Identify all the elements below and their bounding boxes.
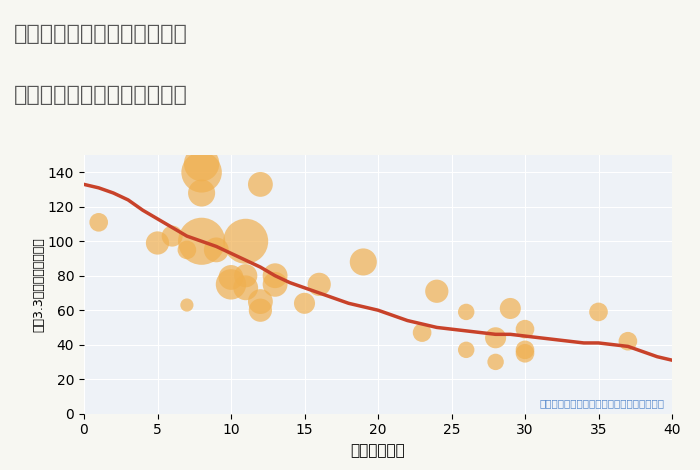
Point [93, 219, 104, 226]
Text: 築年数別中古マンション価格: 築年数別中古マンション価格 [14, 85, 188, 105]
Point [240, 284, 251, 291]
Point [270, 272, 281, 280]
Point [255, 298, 266, 306]
Point [270, 281, 281, 288]
Point [314, 281, 325, 288]
Point [593, 308, 604, 316]
Point [196, 189, 207, 197]
Point [181, 246, 193, 254]
Point [299, 299, 310, 307]
Point [358, 258, 369, 266]
Text: 奈良県奈良市西大寺竜王町の: 奈良県奈良市西大寺竜王町の [14, 24, 188, 44]
Point [622, 337, 634, 345]
Point [431, 288, 442, 295]
Point [505, 305, 516, 312]
X-axis label: 築年数（年）: 築年数（年） [351, 443, 405, 458]
Point [490, 358, 501, 366]
Text: 円の大きさは、取引のあった物件面積を示す: 円の大きさは、取引のあった物件面積を示す [540, 399, 665, 408]
Point [255, 306, 266, 314]
Point [167, 232, 178, 240]
Point [416, 329, 428, 337]
Point [152, 239, 163, 247]
Y-axis label: 坪（3.3㎡）単価（万円）: 坪（3.3㎡）単価（万円） [32, 237, 45, 332]
Point [255, 180, 266, 188]
Point [225, 281, 237, 288]
Point [519, 346, 531, 353]
Point [181, 301, 193, 309]
Point [225, 274, 237, 281]
Point [461, 308, 472, 316]
Point [240, 237, 251, 245]
Point [196, 237, 207, 245]
Point [240, 272, 251, 280]
Point [490, 334, 501, 342]
Point [211, 246, 222, 254]
Point [519, 350, 531, 357]
Point [196, 169, 207, 176]
Point [461, 346, 472, 353]
Point [519, 325, 531, 333]
Point [196, 160, 207, 167]
